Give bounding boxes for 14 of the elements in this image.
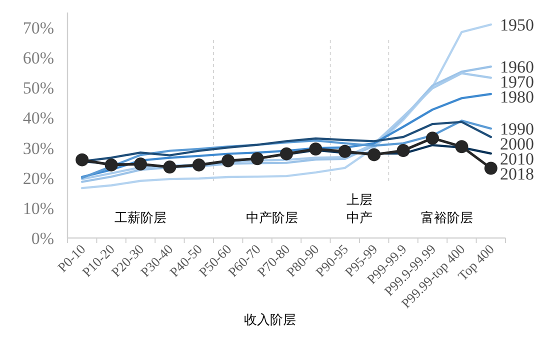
- y-tick-label: 40%: [22, 108, 54, 128]
- y-tick-label: 30%: [22, 138, 54, 158]
- annotation: 富裕阶层: [421, 210, 474, 226]
- annotation: 上层中产: [346, 193, 372, 226]
- annotation: 中产阶层: [246, 211, 298, 226]
- y-tick-label: 50%: [22, 78, 54, 98]
- y-tick-label: 60%: [22, 48, 54, 68]
- series-label: 1950: [500, 16, 534, 35]
- annotation: 工薪阶层: [114, 211, 166, 226]
- y-tick-label: 20%: [22, 168, 54, 188]
- y-tick-label: 10%: [22, 198, 54, 218]
- y-tick-label: 0%: [31, 229, 54, 248]
- x-axis-title: 收入阶层: [244, 313, 296, 328]
- y-tick-label: 70%: [22, 18, 54, 38]
